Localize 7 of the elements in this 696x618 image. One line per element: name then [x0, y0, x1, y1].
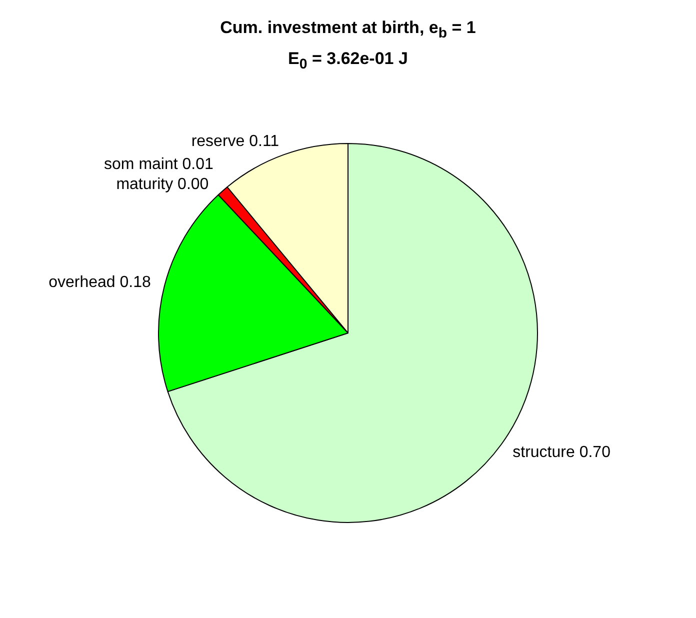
slice-label: som maint 0.01 [104, 156, 214, 173]
category-label: maturity 0.00 [116, 176, 209, 193]
chart-title: Cum. investment at birth, e$_{b}$ = 1 [219, 18, 477, 42]
slice-label: structure 0.70 [512, 444, 611, 461]
slice-label: reserve 0.11 [191, 132, 280, 150]
chart-subtitle: E$_{0}$ = 3.62e-01 J [287, 49, 409, 73]
slice-label: overhead 0.18 [48, 274, 151, 291]
